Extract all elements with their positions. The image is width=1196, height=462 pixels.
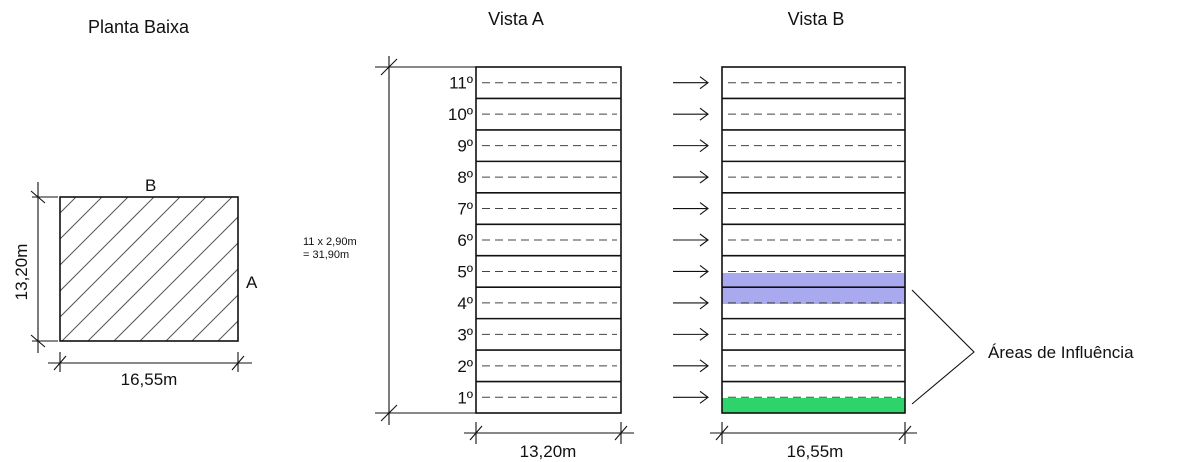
wind-arrow — [673, 233, 709, 247]
plan-depth-dimension: 13,20m — [12, 182, 58, 353]
view-b-width-label: 16,55m — [787, 442, 844, 461]
wind-arrow — [673, 265, 709, 278]
influence-area-bottom — [722, 398, 905, 413]
view-a-floor-label: 1º — [457, 388, 473, 407]
wind-arrow — [673, 107, 709, 121]
influence-callout: Áreas de Influência — [911, 289, 1134, 405]
view-a-floor-label: 2º — [457, 357, 473, 376]
wind-arrow — [673, 296, 709, 310]
wind-arrow — [673, 76, 709, 90]
view-a-height-note-1: 11 x 2,90m — [303, 236, 357, 248]
plan-width-dimension: 16,55m — [48, 352, 252, 389]
view-a-floor-label: 9º — [457, 137, 473, 156]
view-a-outline — [475, 66, 622, 414]
view-a-floor-label: 11º — [449, 74, 473, 93]
view-a-title: Vista A — [488, 9, 544, 29]
plan-view: Planta Baixa B A 13,20m 16,55m — [12, 17, 258, 389]
view-a-floors: 1º 2º 3º 4º 5º 6º 7º 8º 9º 10º 11º — [448, 74, 621, 407]
view-a-floor-label: 4º — [457, 294, 473, 313]
wind-arrows — [673, 76, 709, 404]
view-a-floor-label: 5º — [457, 262, 473, 281]
view-b-width-dimension: 16,55m — [710, 422, 917, 461]
view-b-floors — [722, 82, 905, 398]
wind-arrow — [673, 327, 709, 341]
view-a: Vista A 1º 2º 3º 4º 5º 6º 7º 8º 9º 10º 11º 11 x 2,… — [303, 9, 634, 461]
view-a-floor-label: 6º — [457, 231, 473, 250]
plan-title: Planta Baixa — [88, 17, 190, 37]
wind-arrow — [673, 390, 709, 404]
view-a-height-note-2: = 31,90m — [303, 249, 349, 261]
view-b: Vista B 16,55m Áreas de Influência — [673, 9, 1134, 461]
view-a-height-dimension: 11 x 2,90m = 31,90m — [303, 56, 476, 425]
view-a-width-dimension: 13,20m — [464, 422, 634, 461]
wind-arrow — [673, 202, 709, 215]
wind-arrow — [673, 139, 709, 153]
plan-side-b-label: B — [145, 176, 156, 195]
view-b-outline — [721, 66, 906, 414]
view-a-floor-label: 3º — [457, 325, 473, 344]
influence-callout-label: Áreas de Influência — [988, 343, 1134, 362]
view-a-floor-label: 8º — [457, 168, 473, 187]
view-a-width-label: 13,20m — [520, 442, 577, 461]
view-a-floor-label: 10º — [448, 105, 473, 124]
plan-outline — [59, 196, 239, 342]
view-b-title: Vista B — [788, 9, 845, 29]
plan-hatch — [60, 197, 238, 341]
plan-side-a-label: A — [246, 273, 258, 292]
plan-depth-label: 13,20m — [12, 244, 31, 301]
influence-area-upper — [722, 273, 905, 304]
view-a-floor-label: 7º — [457, 200, 473, 219]
wind-arrow — [673, 359, 709, 373]
wind-arrow — [673, 170, 709, 184]
plan-width-label: 16,55m — [121, 370, 178, 389]
